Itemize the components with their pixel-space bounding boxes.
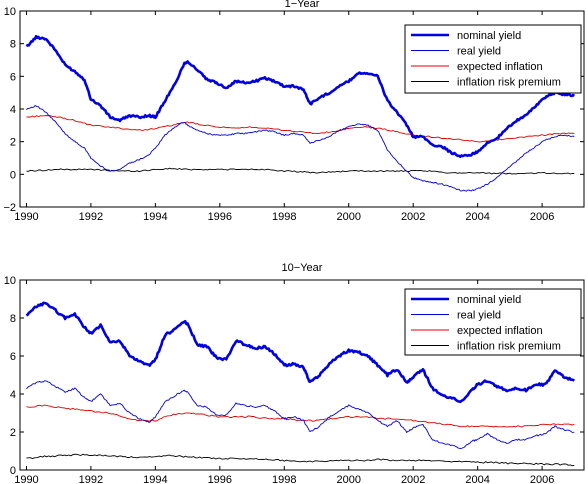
series-line-real-yield — [26, 105, 575, 192]
y-tick-label: 0 — [10, 169, 16, 181]
y-tick-label: 4 — [10, 104, 16, 116]
x-tick-label: 2000 — [336, 211, 360, 223]
y-tick-label: 10 — [4, 6, 16, 18]
legend-label: nominal yield — [457, 30, 521, 42]
x-tick-label: 2002 — [401, 211, 425, 223]
x-tick-label: 2000 — [336, 474, 360, 484]
x-tick-label: 2004 — [465, 474, 489, 484]
x-tick-label: 1992 — [79, 474, 103, 484]
x-tick-label: 1996 — [208, 474, 232, 484]
x-tick-label: 2004 — [465, 211, 489, 223]
plot-frame — [19, 279, 585, 471]
legend-label: expected inflation — [457, 61, 543, 73]
y-tick-label: 6 — [10, 351, 16, 363]
y-tick-label: 0 — [10, 465, 16, 477]
y-tick-label: 4 — [10, 389, 16, 401]
y-tick-label: 8 — [10, 39, 16, 51]
y-tick-label: −2 — [3, 202, 16, 214]
x-tick-label: 1990 — [14, 211, 38, 223]
series-line-nominal-yield — [25, 301, 576, 404]
x-tick-label: 1996 — [208, 211, 232, 223]
series-line-expected-inflation — [26, 115, 575, 143]
legend-label: expected inflation — [457, 325, 543, 337]
x-tick-label: 1994 — [143, 474, 167, 484]
series-line-inflation-risk-premium — [26, 453, 575, 467]
x-tick-label: 2006 — [530, 211, 554, 223]
chart-title: 1−Year — [285, 0, 320, 10]
y-tick-label: 8 — [10, 313, 16, 325]
series-line-nominal-yield — [25, 34, 576, 159]
y-tick-label: 10 — [4, 275, 16, 287]
x-tick-label: 1998 — [272, 211, 296, 223]
y-tick-label: 6 — [10, 71, 16, 83]
legend-box — [404, 24, 582, 94]
x-tick-label: 1990 — [14, 474, 38, 484]
x-tick-label: 2002 — [401, 474, 425, 484]
chart-10-year: 10−Year 1990 1992 1994 1996 1998 2000 2002 2004 2… — [4, 262, 585, 484]
series-line-real-yield — [26, 380, 575, 450]
legend-label: real yield — [457, 310, 501, 322]
chart-title: 10−Year — [282, 262, 323, 274]
legend-label: inflation risk premium — [457, 77, 561, 89]
x-tick-label: 1992 — [79, 211, 103, 223]
legend-label: real yield — [457, 46, 501, 58]
x-tick-label: 1994 — [143, 211, 167, 223]
y-tick-label: 2 — [10, 137, 16, 149]
y-tick-label: 2 — [10, 427, 16, 439]
x-tick-label: 1998 — [272, 474, 296, 484]
series-line-expected-inflation — [26, 404, 575, 428]
series-line-inflation-risk-premium — [26, 167, 575, 175]
legend-label: inflation risk premium — [457, 341, 561, 353]
x-tick-label: 2006 — [530, 474, 554, 484]
legend-label: nominal yield — [457, 294, 521, 306]
